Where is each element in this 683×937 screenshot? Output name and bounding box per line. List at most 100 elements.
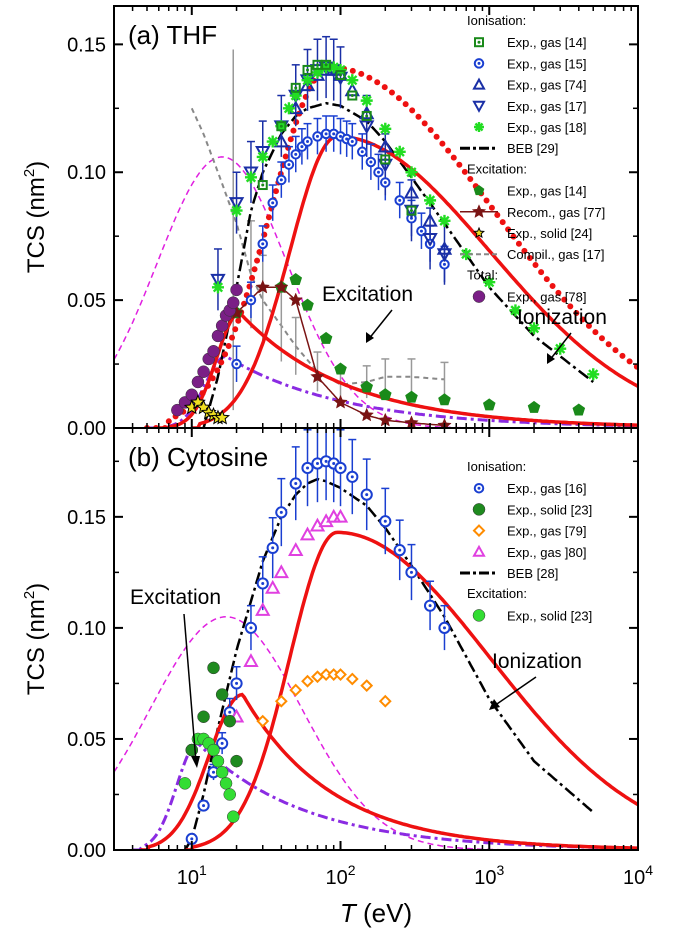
excitation-arrow [367,309,393,341]
panel-a-legend: Ionisation: Exp., gas [14] Exp., gas [15] E… [460,13,605,305]
exp-gas-18-point [405,166,418,179]
exp-gas-14-exc-point [360,380,374,393]
exp-gas-18-point [230,204,243,217]
exp-gas-18-point [320,61,333,74]
exp-gas-16-point [301,461,314,475]
exp-gas-78-point [171,403,184,417]
panel-b-data [178,428,451,845]
exp-gas-15-point [257,238,268,250]
x-tick-labels: 101 102 103 104 [177,862,653,889]
exp-gas-15-point [290,149,301,160]
panel-b-annotations: Excitation Ionization [130,586,582,768]
exp-solid-23-exc-point [207,743,220,757]
exp-gas-14-exc-point [289,273,303,286]
y-tick-label: 0.10 [67,162,106,184]
panel-b: 0.00 0.05 0.10 0.15 (b) Cytosine Excitation… [67,427,639,862]
legend-marker [472,290,486,303]
exp-gas-80-point [332,508,349,523]
exp-gas-15-point [302,136,313,147]
exp-gas-14-exc-point [482,398,496,411]
exp-gas-15-point [231,358,242,370]
ionization-arrow [548,332,572,362]
exp-gas-14-exc-point [527,400,541,413]
legend-entry: Exp., gas ]80] [507,545,587,560]
panel-a-y-axis-label: TCS (nm2) [21,161,50,273]
legend-header: Excitation: [467,586,527,601]
exp-gas-15-point [357,146,368,158]
legend-marker [472,77,486,90]
exp-gas-17-point [228,197,245,211]
exp-gas-79-point [289,683,303,697]
exp-gas-17-point [210,273,226,288]
exp-gas-16-point [423,599,437,612]
exp-gas-74-point [377,138,393,153]
exp-gas-16-point [393,544,406,557]
exp-gas-18-point [346,74,359,87]
exp-gas-15-point [312,131,323,142]
exp-gas-14-ion-point [380,154,391,165]
exp-gas-79-point [274,694,288,708]
recommended-point [288,292,304,307]
panel-b-frame [113,427,639,851]
legend-entry: Compil., gas [17] [507,247,605,262]
exp-gas-79-point [345,672,359,686]
model-excitation-red-curve [140,692,638,850]
exp-gas-16-point [244,621,258,634]
exp-solid-23-exc-point [223,788,236,801]
exp-gas-16-point [275,506,288,519]
panel-a-title: (a) THF [128,20,217,50]
x-tick-label: 104 [623,862,653,889]
exp-gas-80-point [228,708,245,723]
y-tick-label: 0.05 [67,290,106,312]
exp-gas-79-point [301,674,314,688]
exp-gas-14-ion-point [335,70,346,81]
exp-gas-14-ion-point [290,82,301,93]
exp-solid-23-ion-point [230,754,243,768]
exp-solid-23-ion-point [197,710,210,723]
legend-entry: Exp., gas [79] [507,524,587,539]
exp-gas-17-point [436,248,453,263]
exp-gas-15-point [380,177,391,188]
exp-solid-23-ion-point [207,661,220,675]
exp-gas-15-point [276,174,287,186]
legend-marker [472,609,486,622]
legend-entry: Exp., gas [78] [507,290,587,305]
exp-gas-16-point [266,541,279,555]
legend-marker [472,544,486,557]
exp-gas-18-point [266,135,279,148]
exp-gas-18-point [360,94,373,107]
x-tick-label: 103 [474,862,504,889]
exp-gas-80-point [255,602,271,616]
ionization-annotation: Ionization [492,650,582,673]
legend-marker [473,226,485,239]
model-dotted-curve [144,64,638,428]
beb-curve [202,101,595,428]
exp-gas-14-ion-point [321,59,332,70]
exp-solid-23-ion-point [215,688,229,701]
legend-entry: Exp., gas [14] [507,184,587,199]
exp-gas-14-ion-point [276,121,287,132]
exp-gas-15-point [365,156,377,168]
legend-entry: Recom., gas [77] [507,205,605,220]
y-tick-label: 0.10 [67,618,106,640]
x-tick-label: 101 [177,862,207,889]
exp-solid-24-point [214,409,231,425]
exp-gas-80-point [243,653,259,668]
legend-entry: Exp., solid [23] [507,502,592,517]
exp-gas-78-point [226,296,240,309]
exp-gas-17-point [422,232,438,247]
legend-marker [471,204,487,218]
excitation-arrowhead [191,756,200,768]
model-excitation-curve [114,616,638,850]
ionization-arrow [493,676,537,707]
legend-entry: Exp., gas [74] [507,78,587,93]
legend-header: Ionisation: [467,13,526,28]
exp-solid-23-exc-point [211,754,225,768]
exp-gas-78-point [191,375,205,389]
panel-b-ticks: 0.00 0.05 0.10 0.15 [67,428,639,862]
exp-gas-80-point [299,526,316,541]
panel-a: 0.00 0.05 0.10 0.15 (a) THF Excitation Ioniz… [67,5,639,440]
y-tick-label: 0.15 [67,34,106,56]
y-tick-label: 0.00 [67,840,106,862]
legend-marker [473,184,485,196]
